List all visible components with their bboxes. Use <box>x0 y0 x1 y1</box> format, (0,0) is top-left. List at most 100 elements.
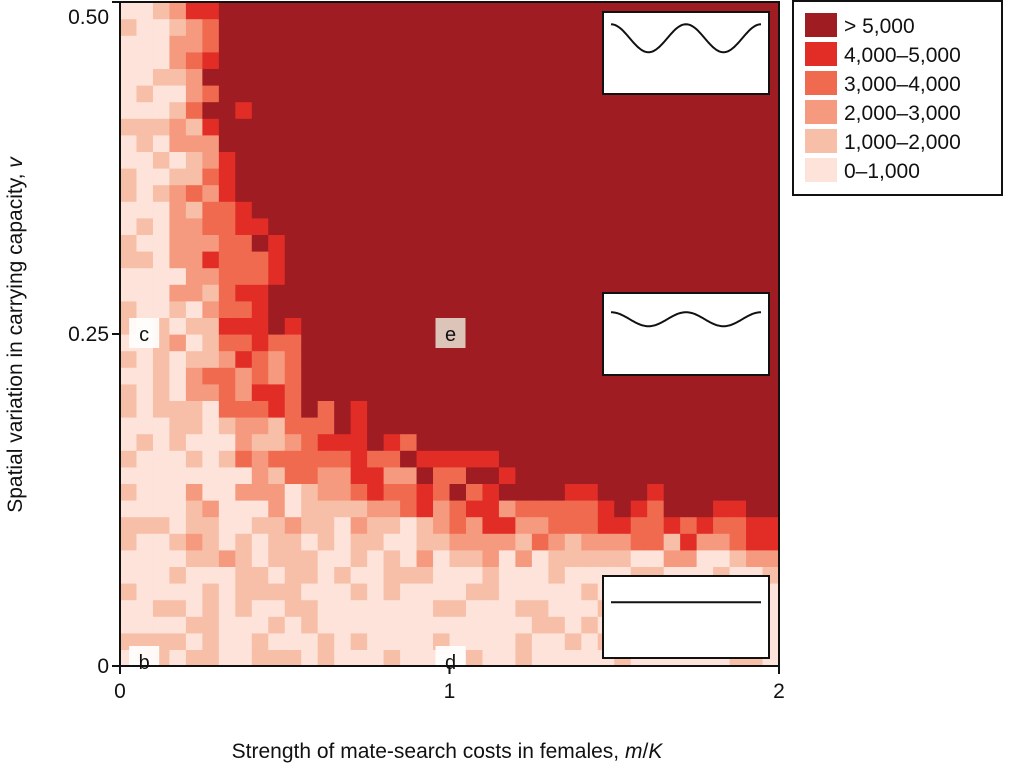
heatmap-cell <box>465 168 484 186</box>
heatmap-cell <box>301 350 319 368</box>
heatmap-cell <box>251 466 269 484</box>
heatmap-cell <box>383 566 401 584</box>
heatmap-cell <box>531 500 549 518</box>
heatmap-cell <box>531 251 549 269</box>
heatmap-cell <box>235 300 253 318</box>
heatmap-cell <box>120 549 138 567</box>
heatmap-cell <box>597 184 615 202</box>
heatmap-cell <box>531 300 549 318</box>
heatmap-cell <box>152 217 171 235</box>
heatmap-cell <box>301 500 319 518</box>
heatmap-cell <box>564 101 582 119</box>
heatmap-cell <box>235 251 253 269</box>
heatmap-cell <box>630 118 648 136</box>
heatmap-cell <box>185 2 203 20</box>
heatmap-cell <box>630 168 648 186</box>
heatmap-cell <box>597 383 615 401</box>
heatmap-cell <box>465 18 484 36</box>
heatmap-cell <box>597 483 615 501</box>
heatmap-cell <box>185 383 203 401</box>
panel-label-e: e <box>435 318 466 348</box>
heatmap-cell <box>531 51 549 69</box>
heatmap-cell <box>515 350 533 368</box>
heatmap-cell <box>465 184 484 202</box>
heatmap-cell <box>235 599 253 617</box>
heatmap-cell <box>515 417 533 435</box>
heatmap-cell <box>597 118 615 136</box>
heatmap-cell <box>218 632 236 650</box>
heatmap-cell <box>482 450 500 468</box>
heatmap-cell <box>268 284 286 302</box>
heatmap-cell <box>515 251 533 269</box>
heatmap-cell <box>498 300 517 318</box>
heatmap-cell <box>218 317 236 335</box>
heatmap-cell <box>317 516 335 534</box>
heatmap-cell <box>136 483 154 501</box>
heatmap-cell <box>152 417 171 435</box>
heatmap-cell <box>433 383 451 401</box>
heatmap-cell <box>498 549 517 567</box>
heatmap-cell <box>696 184 714 202</box>
heatmap-cell <box>762 118 780 136</box>
heatmap-cell <box>515 85 533 103</box>
heatmap-cell <box>548 367 566 385</box>
heatmap-cell <box>284 383 302 401</box>
heatmap-cell <box>614 533 632 551</box>
heatmap-cell <box>433 599 451 617</box>
heatmap-cell <box>548 400 566 418</box>
heatmap-cell <box>449 417 467 435</box>
heatmap-cell <box>400 184 418 202</box>
heatmap-cell <box>614 466 632 484</box>
heatmap-cell <box>202 450 220 468</box>
heatmap-cell <box>301 566 319 584</box>
heatmap-cell <box>548 134 566 152</box>
heatmap-cell <box>663 433 681 451</box>
heatmap-cell <box>433 267 451 285</box>
heatmap-cell <box>367 118 385 136</box>
heatmap-cell <box>350 300 368 318</box>
heatmap-cell <box>120 151 138 169</box>
heatmap-cell <box>334 649 352 667</box>
heatmap-cell <box>713 483 731 501</box>
heatmap-cell <box>350 168 368 186</box>
heatmap-cell <box>251 51 269 69</box>
heatmap-cell <box>433 151 451 169</box>
heatmap-cell <box>317 599 335 617</box>
heatmap-cell <box>416 217 434 235</box>
heatmap-cell <box>235 118 253 136</box>
heatmap-cell <box>482 317 500 335</box>
heatmap-cell <box>284 400 302 418</box>
heatmap-cell <box>136 566 154 584</box>
heatmap-cell <box>713 151 731 169</box>
heatmap-cell <box>515 300 533 318</box>
heatmap-cell <box>762 533 780 551</box>
heatmap-cell <box>383 168 401 186</box>
heatmap-cell <box>400 583 418 601</box>
heatmap-cell <box>564 284 582 302</box>
heatmap-cell <box>548 649 566 667</box>
heatmap-cell <box>218 284 236 302</box>
heatmap-cell <box>548 450 566 468</box>
heatmap-cell <box>433 18 451 36</box>
heatmap-cell <box>515 632 533 650</box>
heatmap-cell <box>564 118 582 136</box>
heatmap-cell <box>663 483 681 501</box>
heatmap-cell <box>515 35 533 53</box>
heatmap-cell <box>334 267 352 285</box>
heatmap-cell <box>185 168 203 186</box>
heatmap-cell <box>120 350 138 368</box>
heatmap-cell <box>202 134 220 152</box>
heatmap-cell <box>597 549 615 567</box>
heatmap-cell <box>746 433 764 451</box>
heatmap-cell <box>284 18 302 36</box>
heatmap-cell <box>301 334 319 352</box>
heatmap-cell <box>581 300 599 318</box>
heatmap-cell <box>696 450 714 468</box>
heatmap-cell <box>548 549 566 567</box>
heatmap-cell <box>416 599 434 617</box>
heatmap-cell <box>581 201 599 219</box>
heatmap-cell <box>515 599 533 617</box>
heatmap-cell <box>482 168 500 186</box>
heatmap-cell <box>548 334 566 352</box>
heatmap-cell <box>614 400 632 418</box>
